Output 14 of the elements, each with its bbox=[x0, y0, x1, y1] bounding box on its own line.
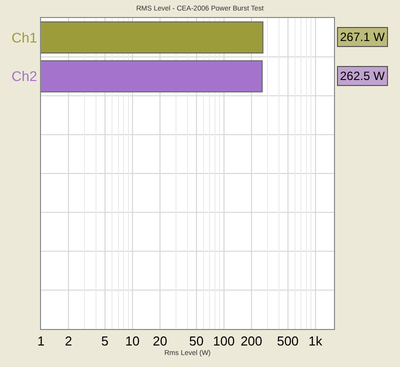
y-tick-label: Ch2 bbox=[12, 68, 38, 84]
x-tick-label: 2 bbox=[64, 334, 72, 349]
x-tick-label: 1k bbox=[308, 334, 323, 349]
data-label: 267.1 W bbox=[340, 30, 386, 44]
x-tick-label: 5 bbox=[101, 334, 109, 349]
x-tick-label: 500 bbox=[276, 334, 299, 349]
x-tick-label: 10 bbox=[125, 334, 140, 349]
x-tick-label: 1 bbox=[37, 334, 45, 349]
y-tick-label: Ch1 bbox=[12, 29, 38, 46]
x-tick-label: 20 bbox=[152, 334, 168, 349]
x-tick-label: 200 bbox=[240, 334, 262, 349]
data-label: 262.5 W bbox=[340, 69, 386, 83]
x-tick-label: 100 bbox=[213, 334, 235, 349]
x-tick-label: 50 bbox=[189, 334, 204, 349]
